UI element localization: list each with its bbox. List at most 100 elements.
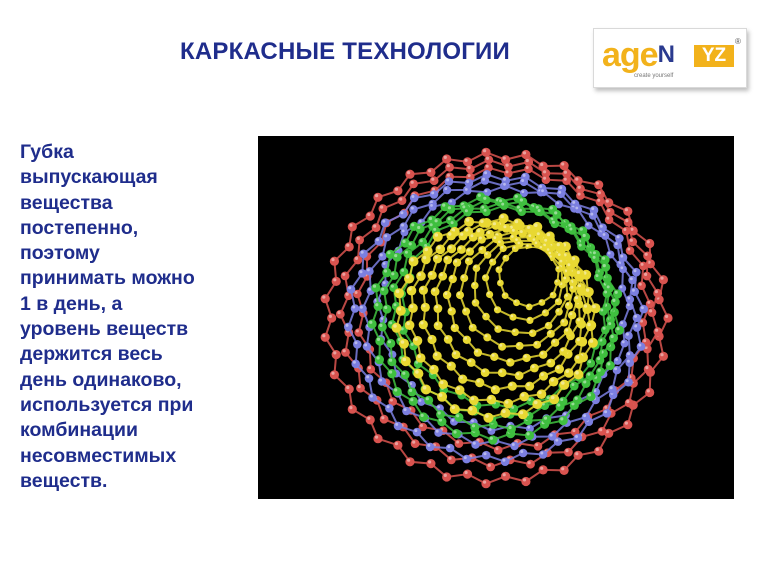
- tube-atom-highlight: [625, 219, 629, 223]
- tube-atom-highlight: [556, 243, 560, 247]
- tube-atom-highlight: [503, 177, 506, 181]
- tube-atom-highlight: [364, 343, 368, 347]
- tube-atom-highlight: [625, 332, 629, 336]
- tube-atom-highlight: [517, 343, 520, 346]
- tube-atom-highlight: [470, 324, 473, 328]
- tube-atom: [408, 396, 418, 406]
- tube-atom: [407, 387, 417, 397]
- tube-atom: [435, 244, 446, 255]
- tube-atom-highlight: [438, 418, 443, 422]
- tube-atom-highlight: [510, 314, 514, 318]
- tube-atom-highlight: [519, 230, 523, 234]
- tube-atom: [584, 287, 594, 297]
- tube-atom-highlight: [389, 398, 393, 402]
- tube-atom-highlight: [469, 407, 473, 411]
- tube-atom-highlight: [624, 421, 628, 425]
- tube-atom: [645, 299, 655, 309]
- tube-atom-highlight: [369, 320, 373, 324]
- tube-atom-highlight: [487, 463, 491, 467]
- tube-atom-highlight: [606, 216, 610, 220]
- tube-atom-highlight: [390, 284, 394, 288]
- tube-atom: [456, 291, 464, 300]
- tube-atom: [517, 409, 528, 420]
- tube-atom-highlight: [550, 378, 554, 382]
- tube-atom-highlight: [464, 188, 468, 191]
- tube-atom: [538, 299, 546, 306]
- tube-atom: [402, 406, 411, 416]
- tube-atom-highlight: [479, 247, 483, 250]
- tube-atom-highlight: [394, 442, 399, 446]
- tube-atom-highlight: [514, 194, 518, 198]
- tube-atom-highlight: [535, 443, 539, 447]
- tube-atom-highlight: [407, 458, 411, 462]
- tube-atom-highlight: [456, 386, 460, 391]
- tube-atom-highlight: [452, 324, 456, 328]
- tube-atom: [344, 322, 353, 332]
- tube-atom: [506, 358, 515, 367]
- tube-atom: [400, 228, 409, 237]
- tube-atom-highlight: [547, 359, 551, 363]
- tube-atom-highlight: [647, 300, 651, 304]
- tube-atom: [598, 307, 608, 316]
- tube-atom: [525, 303, 533, 311]
- tube-atom-highlight: [445, 336, 449, 340]
- tube-atom-highlight: [557, 253, 561, 256]
- tube-atom: [538, 161, 548, 171]
- tube-atom: [379, 414, 389, 424]
- tube-atom: [489, 258, 497, 266]
- tube-atom-highlight: [444, 292, 448, 295]
- tube-atom-highlight: [352, 360, 356, 364]
- tube-atom-highlight: [434, 233, 439, 237]
- tube-atom: [478, 246, 487, 254]
- tube-atom-highlight: [376, 337, 381, 341]
- tube-atom-highlight: [576, 270, 580, 275]
- tube-atom-highlight: [418, 219, 422, 223]
- tube-atom: [467, 405, 478, 416]
- tube-atom: [653, 327, 663, 337]
- tube-atom-highlight: [461, 275, 465, 279]
- tube-atom-highlight: [646, 389, 650, 393]
- tube-atom: [506, 424, 516, 434]
- tube-atom-highlight: [604, 405, 608, 409]
- tube-atom-highlight: [447, 445, 451, 449]
- tube-atom: [444, 177, 454, 186]
- tube-atom-highlight: [483, 314, 487, 317]
- tube-atom: [374, 236, 384, 246]
- tube-atom-highlight: [604, 290, 608, 294]
- tube-atom-highlight: [540, 451, 544, 455]
- tube-atom-highlight: [401, 229, 405, 233]
- tube-atom: [569, 284, 578, 293]
- tube-atom-highlight: [541, 189, 544, 193]
- tube-atom: [594, 446, 604, 456]
- tube-atom-highlight: [500, 214, 504, 219]
- tube-atom: [471, 299, 480, 307]
- tube-atom: [532, 399, 543, 410]
- tube-atom-highlight: [420, 424, 423, 427]
- tube-atom: [428, 202, 437, 211]
- tube-atom-highlight: [349, 223, 353, 227]
- tube-atom-highlight: [397, 338, 401, 341]
- tube-atom: [462, 335, 472, 344]
- tube-atom: [468, 323, 477, 332]
- tube-atom-highlight: [465, 228, 469, 232]
- tube-atom-highlight: [556, 299, 559, 302]
- tube-atom: [480, 368, 490, 377]
- tube-atom: [610, 297, 620, 307]
- tube-atom-highlight: [420, 413, 424, 417]
- tube-atom: [590, 303, 601, 314]
- tube-atom-highlight: [448, 456, 452, 460]
- tube-atom-highlight: [607, 251, 611, 255]
- tube-atom-highlight: [448, 245, 452, 249]
- tube-atom: [454, 439, 464, 448]
- tube-atom-highlight: [477, 229, 481, 233]
- tube-atom-highlight: [437, 405, 440, 409]
- tube-atom-highlight: [440, 380, 444, 385]
- tube-atom-highlight: [579, 227, 583, 231]
- tube-atom: [596, 189, 605, 199]
- tube-bond-ring: [408, 221, 592, 405]
- body-line: держится весь: [20, 343, 163, 366]
- tube-atom-highlight: [602, 233, 606, 236]
- tube-atom: [329, 256, 339, 266]
- tube-atom: [377, 322, 387, 332]
- tube-atom-highlight: [558, 190, 562, 194]
